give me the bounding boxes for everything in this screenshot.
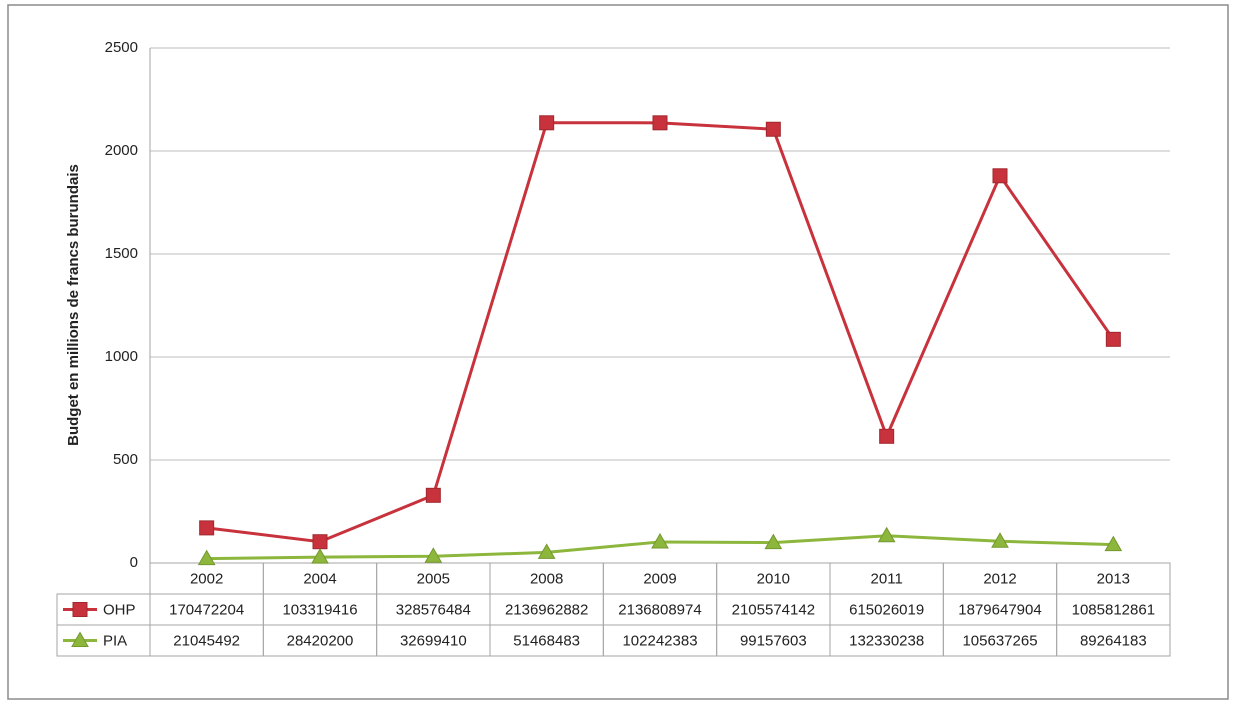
- y-tick-label: 2500: [105, 39, 138, 56]
- table-value: 2136808974: [618, 601, 701, 618]
- y-axis-label: Budget en millions de francs burundais: [65, 164, 82, 446]
- table-value: 1879647904: [958, 601, 1041, 618]
- table-value: 132330238: [849, 632, 924, 649]
- chart-frame: [7, 4, 1229, 700]
- x-tick-label: 2008: [530, 570, 563, 587]
- y-tick-label: 1000: [105, 348, 138, 365]
- table-value: 28420200: [287, 632, 354, 649]
- table-value: 2105574142: [732, 601, 815, 618]
- data-point: [764, 533, 783, 550]
- data-point: [539, 115, 555, 131]
- table-value: 32699410: [400, 632, 467, 649]
- table-value: 99157603: [740, 632, 807, 649]
- data-point: [992, 168, 1008, 184]
- x-tick-label: 2004: [303, 570, 336, 587]
- x-tick-label: 2005: [417, 570, 450, 587]
- table-value: 615026019: [849, 601, 924, 618]
- y-tick-label: 1500: [105, 245, 138, 262]
- table-value: 21045492: [173, 632, 240, 649]
- data-point: [425, 487, 441, 503]
- table-value: 51468483: [513, 632, 580, 649]
- legend-marker: [71, 631, 89, 647]
- data-point: [1104, 535, 1123, 552]
- legend-marker: [72, 602, 88, 617]
- legend-label: OHP: [103, 601, 136, 618]
- table-value: 328576484: [396, 601, 471, 618]
- table-value: 102242383: [622, 632, 697, 649]
- y-tick-label: 500: [113, 451, 138, 468]
- data-point: [537, 543, 556, 559]
- data-point: [199, 520, 215, 536]
- data-point: [1105, 331, 1121, 347]
- x-tick-label: 2002: [190, 570, 223, 587]
- table-cell: [1056, 624, 1171, 657]
- table-value: 89264183: [1080, 632, 1147, 649]
- data-point: [652, 115, 668, 131]
- data-point: [197, 549, 216, 566]
- data-point: [765, 121, 781, 137]
- y-tick-label: 2000: [105, 142, 138, 159]
- legend-label: PIA: [103, 632, 127, 649]
- data-point: [991, 532, 1009, 548]
- y-tick-label: 0: [130, 554, 138, 571]
- x-tick-label: 2013: [1097, 570, 1130, 587]
- data-point: [424, 547, 443, 563]
- table-value: 2136962882: [505, 601, 588, 618]
- data-point: [311, 548, 329, 564]
- table-value: 1085812861: [1072, 601, 1155, 618]
- data-point: [879, 428, 895, 444]
- x-tick-label: 2010: [757, 570, 790, 587]
- x-tick-label: 2012: [983, 570, 1016, 587]
- x-tick-label: 2011: [871, 570, 903, 587]
- table-value: 170472204: [169, 601, 244, 618]
- x-tick-label: 2009: [643, 570, 676, 587]
- table-value: 103319416: [282, 601, 357, 618]
- data-point: [651, 532, 669, 549]
- data-point: [312, 534, 328, 550]
- data-point: [877, 526, 896, 543]
- table-value: 105637265: [962, 632, 1037, 649]
